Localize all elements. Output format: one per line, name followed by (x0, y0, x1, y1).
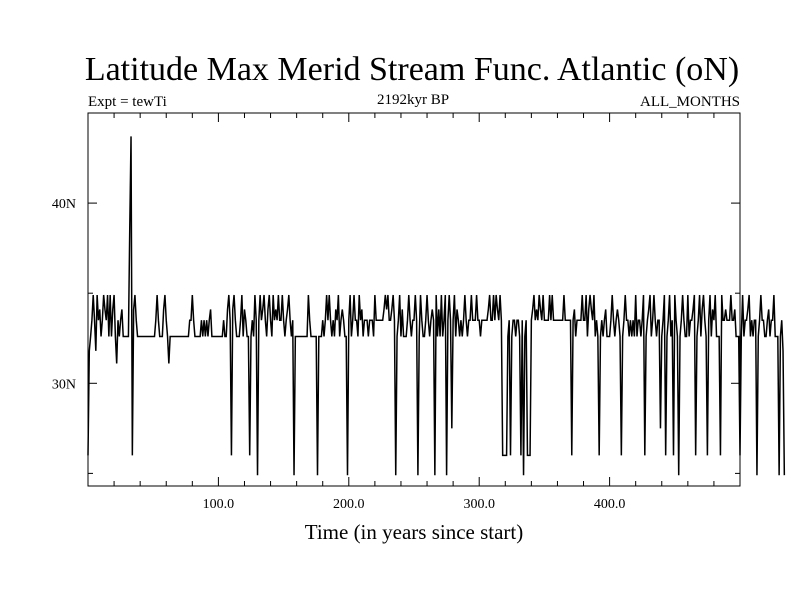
x-tick-label: 200.0 (333, 497, 365, 512)
axis-ticks (88, 113, 740, 486)
plot-frame (87, 112, 741, 487)
x-axis-title: Time (in years since start) (305, 520, 524, 544)
months-label: ALL_MONTHS (640, 94, 740, 110)
series-line (87, 136, 786, 476)
x-tick-label: 400.0 (594, 497, 626, 512)
x-tick-label: 300.0 (463, 497, 495, 512)
x-tick-label: 100.0 (203, 497, 235, 512)
y-tick-label: 30N (52, 377, 76, 392)
axis-tick-labels: 100.0 200.0 300.0 400.0 30N 40N (52, 197, 625, 512)
series-layer (87, 136, 786, 476)
y-tick-label: 40N (52, 197, 76, 212)
period-label: 2192kyr BP (377, 92, 449, 108)
chart-title: Latitude Max Merid Stream Func. Atlantic… (85, 51, 739, 88)
experiment-label: Expt = tewTi (88, 94, 167, 110)
